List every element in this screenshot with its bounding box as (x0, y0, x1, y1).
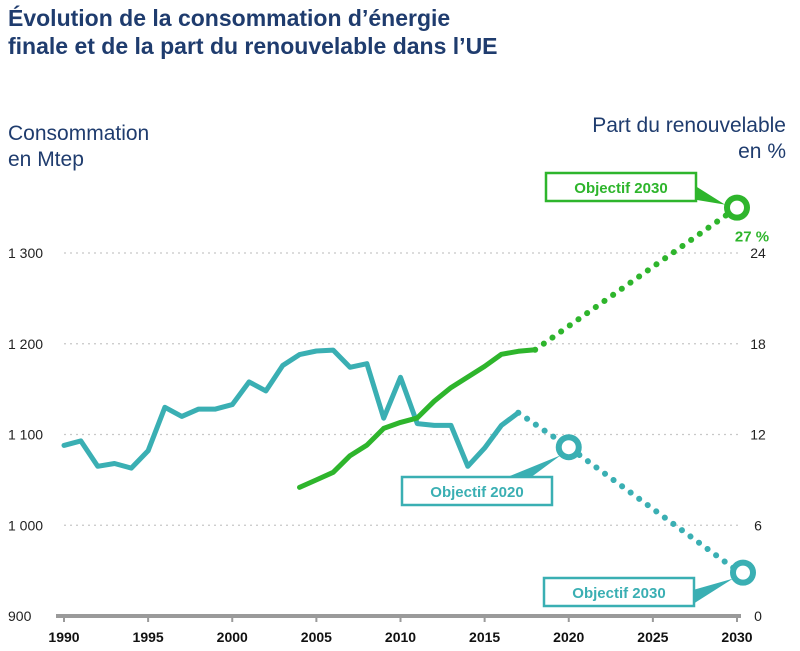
objectif-2020-consumption-label: Objectif 2020 (430, 484, 523, 501)
data-point (415, 422, 419, 426)
data-point (197, 407, 201, 411)
data-point (483, 446, 487, 450)
data-point (213, 407, 218, 411)
right-axis-tick: 6 (754, 517, 762, 533)
chart-title-line-2: finale et de la part du renouvelable dan… (8, 33, 498, 59)
target-marker (730, 559, 756, 586)
data-point (398, 420, 403, 424)
left-axis-tick: 1 200 (8, 336, 43, 352)
data-point (163, 405, 167, 409)
left-axis-tick: 1 000 (8, 517, 43, 533)
x-axis-tick: 2025 (637, 629, 668, 645)
callout-pointer (505, 455, 561, 478)
objectif-2030-renewable-label: Objectif 2030 (574, 180, 667, 197)
x-axis-tick: 1990 (48, 629, 79, 645)
data-point (62, 443, 66, 447)
data-point (516, 349, 520, 353)
data-point (499, 423, 504, 428)
data-point (432, 423, 436, 428)
data-point (382, 426, 386, 431)
callout-pointer (693, 578, 733, 604)
right-axis-label-line-2: en % (738, 140, 786, 163)
data-point (264, 389, 268, 393)
data-point (314, 349, 318, 353)
x-axis-tick: 2020 (553, 629, 584, 645)
data-point (230, 402, 234, 407)
chart-title: Évolution de la consommation d’énergie f… (8, 4, 788, 60)
data-point (398, 375, 403, 379)
left-axis-label-line-2: en Mtep (8, 148, 84, 171)
renewable-target-value: 27 % (735, 229, 769, 246)
x-axis-tick: 1995 (133, 629, 164, 645)
data-point (365, 443, 369, 447)
left-axis-label-line-1: Consommation (8, 122, 150, 145)
target-marker (555, 434, 582, 461)
objectif-2020-consumption-box (400, 475, 554, 507)
callout-pointer (697, 187, 725, 205)
data-point (129, 466, 133, 470)
data-point (348, 454, 352, 458)
data-point (499, 352, 504, 356)
data-point (432, 399, 436, 403)
data-point (382, 416, 386, 420)
data-point (449, 423, 453, 428)
right-axis-tick: 0 (754, 608, 762, 624)
objectif-2030-renewable-box (544, 171, 698, 203)
target-marker (724, 194, 750, 221)
right-axis-label-line-1: Part du renouvelable (592, 114, 786, 137)
data-point (96, 464, 100, 468)
data-point (297, 485, 302, 490)
right-axis-label: Part du renouvelable en % (592, 113, 786, 165)
data-point (466, 464, 470, 468)
data-point (365, 362, 369, 366)
data-point (79, 439, 83, 443)
data-point (247, 380, 251, 384)
data-point (415, 416, 419, 420)
data-point (112, 461, 117, 466)
x-axis-tick: 2005 (301, 629, 332, 645)
renewable-target-line (532, 204, 740, 353)
right-axis-tick: 12 (750, 427, 766, 443)
x-axis-tick: 2030 (721, 629, 752, 645)
left-axis-tick: 900 (8, 608, 32, 624)
x-axis-tick: 2015 (469, 629, 500, 645)
data-point (314, 478, 318, 482)
left-axis-tick: 1 100 (8, 427, 43, 443)
objectif-2030-consumption-box (542, 576, 696, 608)
data-point (281, 363, 285, 368)
objectif-2030-consumption-label: Objectif 2030 (572, 585, 665, 602)
chart-title-line-1: Évolution de la consommation d’énergie (8, 5, 451, 31)
left-axis-label: Consommation en Mtep (8, 121, 149, 173)
data-point (348, 365, 352, 369)
data-point (146, 449, 150, 453)
left-axis-tick: 1 300 (8, 245, 43, 261)
data-point (449, 386, 453, 390)
data-point (297, 353, 302, 357)
data-point (331, 470, 335, 474)
data-point (180, 414, 184, 418)
consumption-line (61, 347, 521, 471)
data-point (466, 375, 470, 379)
right-axis-tick: 24 (750, 245, 766, 261)
x-axis-tick: 2010 (385, 629, 416, 645)
right-axis-tick: 18 (750, 336, 766, 352)
data-point (483, 364, 487, 369)
data-point (331, 348, 335, 352)
x-axis-tick: 2000 (217, 629, 248, 645)
